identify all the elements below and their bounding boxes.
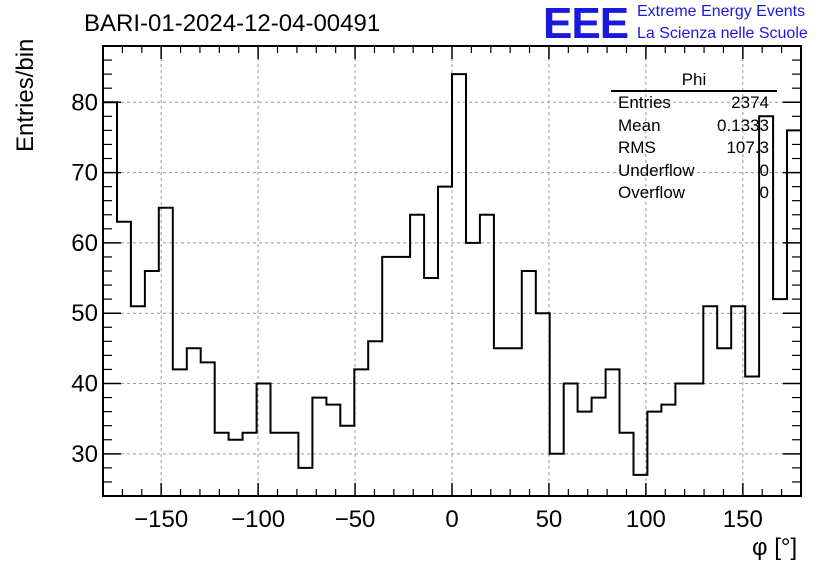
- stats-title: Phi: [611, 70, 777, 92]
- stats-label: Overflow: [618, 183, 686, 202]
- y-tick-label: 30: [71, 441, 98, 468]
- stats-row-entries: Entries 2374: [611, 92, 777, 115]
- chart-title: BARI-01-2024-12-04-00491: [84, 10, 381, 37]
- stats-row-mean: Mean 0.1333: [611, 115, 777, 138]
- stats-label: RMS: [618, 138, 656, 157]
- stats-value: 2374: [731, 93, 769, 112]
- plot-frame: [102, 45, 802, 497]
- stats-value: 107.3: [726, 138, 769, 157]
- x-tick-label: 150: [723, 506, 763, 533]
- stats-value: 0: [759, 183, 769, 202]
- logo-line-2: La Scienza nelle Scuole: [637, 25, 808, 42]
- stats-label: Entries: [618, 93, 671, 112]
- stats-value: 0.1333: [717, 115, 769, 135]
- stats-value: 0: [759, 160, 769, 180]
- x-tick-label: −50: [335, 506, 376, 533]
- tick-labels: −150 −100 −50 0 50 100 150 30 40 50 60 70 80: [71, 89, 763, 533]
- logo-line-1: Extreme Energy Events: [637, 3, 806, 20]
- x-tick-label: −150: [134, 506, 188, 533]
- histogram-line: [103, 73, 801, 476]
- x-tick-label: −100: [231, 506, 285, 533]
- axis-ticks: [103, 46, 801, 496]
- x-tick-label: 100: [626, 506, 666, 533]
- y-tick-label: 80: [71, 89, 98, 116]
- y-tick-label: 60: [71, 230, 98, 257]
- y-tick-label: 50: [71, 300, 98, 327]
- stats-box: Phi Entries 2374 Mean 0.1333 RMS 107.3 U…: [611, 70, 777, 205]
- stats-label: Underflow: [618, 160, 695, 180]
- stats-label: Mean: [618, 115, 661, 135]
- x-tick-label: 50: [536, 506, 563, 533]
- x-tick-label: 0: [445, 506, 458, 533]
- x-axis-label: φ [°]: [752, 534, 798, 561]
- eee-logo: EEE: [543, 0, 629, 48]
- stats-row-rms: RMS 107.3: [611, 137, 777, 160]
- stats-row-overflow: Overflow 0: [611, 182, 777, 205]
- y-tick-label: 40: [71, 371, 98, 398]
- y-tick-label: 70: [71, 160, 98, 187]
- stats-row-underflow: Underflow 0: [611, 160, 777, 183]
- y-axis-label: Entries/bin: [12, 38, 39, 152]
